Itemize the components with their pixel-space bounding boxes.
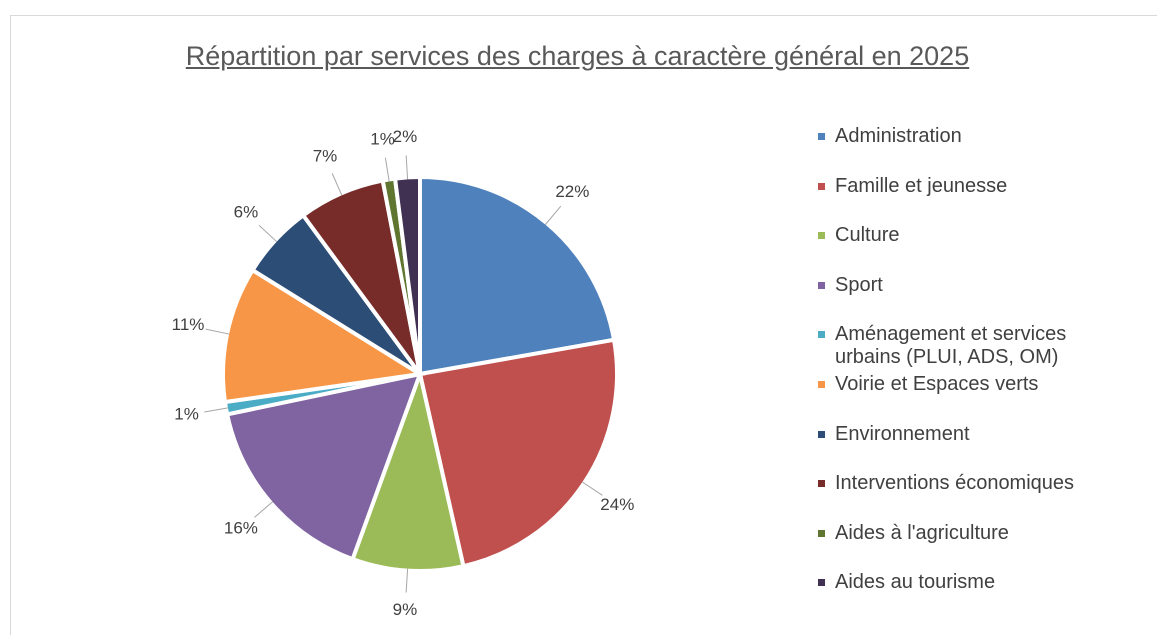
legend-item: Administration — [818, 125, 1080, 148]
legend-item: Interventions économiques — [818, 472, 1080, 495]
legend-label: Interventions économiques — [835, 472, 1075, 495]
chart-frame — [10, 15, 1157, 635]
legend-item: Aides au tourisme — [818, 571, 1080, 594]
legend-swatch — [818, 430, 825, 438]
legend-label: Culture — [835, 224, 900, 247]
legend-label: Famille et jeunesse — [835, 174, 1008, 197]
data-label: 11% — [172, 315, 205, 334]
leader-line — [582, 481, 603, 496]
legend-item: Voirie et Espaces verts — [818, 373, 1080, 396]
leader-line — [204, 407, 229, 413]
legend-item: Sport — [818, 274, 1080, 297]
legend-item: Environnement — [818, 423, 1080, 446]
legend-label: Voirie et Espaces verts — [835, 373, 1039, 395]
data-label: 6% — [234, 203, 259, 222]
data-label: 1% — [370, 129, 395, 148]
legend-swatch — [818, 331, 825, 339]
data-label: 2% — [393, 127, 418, 146]
legend-swatch — [818, 232, 825, 240]
chart-title: Répartition par services des charges à c… — [185, 41, 970, 71]
leader-line — [254, 501, 273, 518]
legend-swatch — [818, 281, 825, 289]
legend-swatch — [818, 480, 825, 488]
data-label: 24% — [600, 495, 634, 514]
legend-label: Administration — [835, 125, 962, 147]
legend-label: Sport — [835, 273, 883, 296]
data-label: 16% — [224, 519, 258, 538]
leader-line — [331, 173, 343, 196]
legend-item: Famille et jeunesse — [818, 175, 1080, 198]
legend-label: Aménagement et services urbains (PLUI, A… — [835, 323, 1067, 369]
legend-item: Culture — [818, 224, 1080, 247]
data-label: 7% — [313, 146, 338, 165]
leader-line — [405, 568, 409, 593]
data-label: 9% — [393, 600, 418, 619]
legend-swatch — [818, 381, 825, 388]
legend-swatch — [818, 529, 825, 537]
leader-line — [384, 157, 390, 182]
legend-swatch — [818, 133, 825, 140]
legend-swatch — [818, 579, 825, 587]
legend-item: Aménagement et services urbains (PLUI, A… — [818, 323, 1080, 369]
leader-line — [405, 155, 409, 180]
leader-line — [544, 205, 562, 225]
leader-line — [258, 225, 278, 243]
legend-label: Aides à l'agriculture — [835, 521, 1009, 544]
legend-label: Environnement — [835, 422, 970, 445]
legend-label: Aides au tourisme — [835, 571, 996, 594]
leader-line — [205, 328, 230, 335]
legend-item: Aides à l'agriculture — [818, 522, 1080, 545]
data-label: 22% — [555, 182, 589, 201]
data-label: 1% — [174, 405, 199, 424]
legend-swatch — [818, 182, 825, 190]
